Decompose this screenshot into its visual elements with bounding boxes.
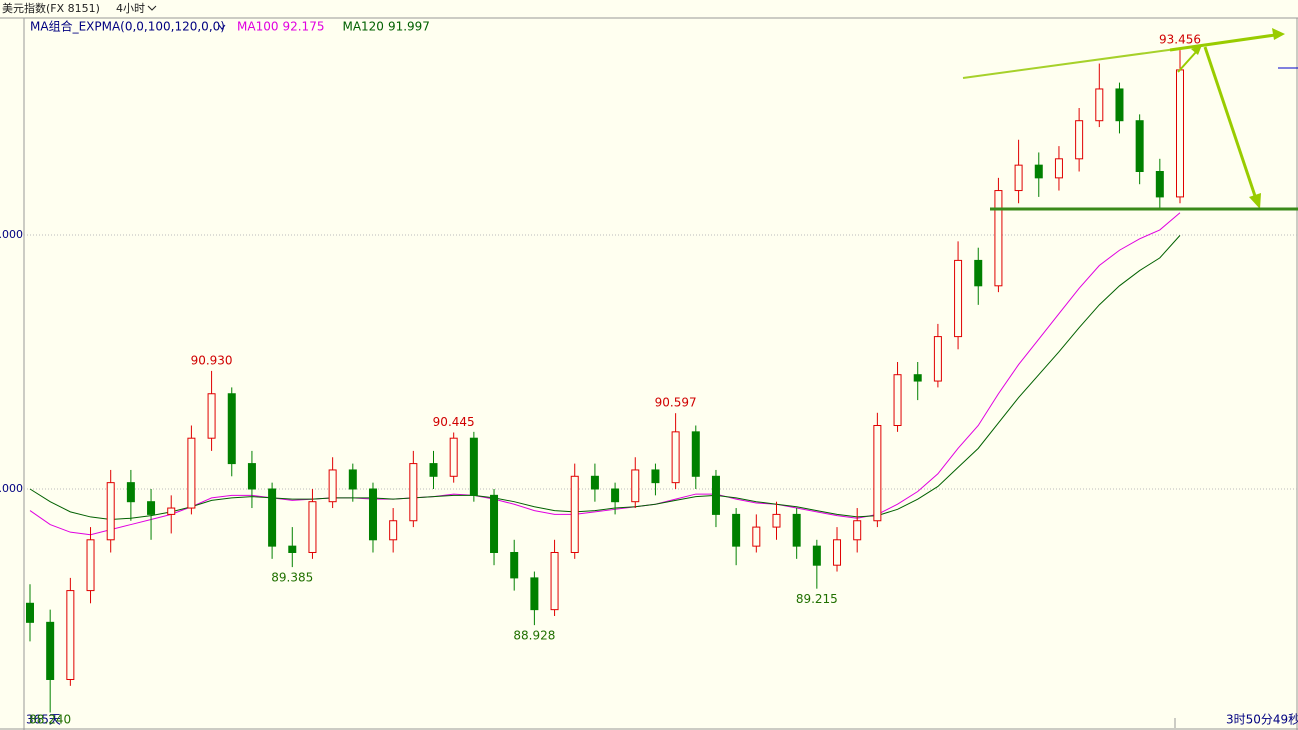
extreme-label: 90.445 — [433, 415, 475, 429]
period-dropdown[interactable] — [147, 5, 157, 11]
timer: 3时50分49秒 — [1226, 713, 1298, 727]
candle-body — [469, 437, 478, 496]
extreme-label: 90.597 — [655, 396, 697, 410]
extreme-label: 90.930 — [191, 353, 233, 367]
legend-name: MA100 — [237, 20, 278, 34]
candle-body — [26, 602, 34, 623]
chart-title: 美元指数(FX 8151) — [2, 1, 100, 15]
candle-body — [792, 513, 801, 547]
candle-body — [1115, 88, 1124, 122]
plot: 90.000 92.000 88.240 90.930 89.385 90.445 88.9… — [0, 33, 1297, 727]
candle-body — [1054, 158, 1063, 179]
candle-body — [126, 482, 135, 503]
candle-body — [167, 507, 176, 515]
trend-arrow — [1177, 51, 1197, 73]
candle-body — [268, 488, 277, 547]
extreme-label: 89.385 — [271, 571, 313, 585]
candle-body — [207, 393, 216, 439]
arrow-head — [1272, 28, 1285, 40]
candle-body — [1014, 164, 1023, 192]
candle-body — [732, 513, 741, 547]
candle-body — [429, 463, 438, 477]
header-bar — [0, 0, 1298, 18]
candle-body — [691, 431, 700, 477]
extreme-label: 89.215 — [796, 592, 838, 606]
candle-body — [974, 259, 983, 287]
candle-body — [590, 475, 599, 490]
trend-line — [962, 44, 1206, 79]
candle-body — [671, 431, 680, 484]
drawings — [962, 28, 1298, 728]
candle-body — [611, 488, 620, 503]
candle-body — [247, 463, 256, 490]
candle-body — [933, 336, 942, 382]
candle-body — [86, 539, 95, 592]
candle-body — [550, 551, 559, 611]
candle-body — [994, 190, 1003, 287]
candle-body — [449, 437, 458, 477]
legend-value: 92.175 — [282, 20, 324, 34]
candle-body — [409, 463, 418, 522]
candle-body — [308, 501, 317, 553]
candle-body — [187, 437, 196, 509]
candle-body — [893, 374, 902, 426]
candle-body — [1176, 69, 1184, 198]
legend-value: 91.997 — [388, 20, 430, 34]
extreme-label: 88.928 — [513, 629, 555, 643]
extreme-label: 93.456 — [1159, 33, 1201, 47]
trend-arrow — [1203, 46, 1257, 197]
candle-body — [631, 469, 640, 503]
candle-body — [328, 469, 337, 503]
legend-name: MA120 — [342, 20, 383, 34]
ma-line — [29, 235, 1181, 520]
candle-body — [954, 259, 963, 338]
candle-body — [490, 494, 499, 553]
indicator-dropdown[interactable] — [218, 24, 226, 30]
candle-body — [227, 393, 236, 465]
candle-body — [1034, 164, 1043, 179]
candle-body — [106, 482, 115, 541]
trend-arrow — [1169, 33, 1276, 52]
ma-line — [29, 212, 1181, 536]
candle-body — [288, 545, 297, 553]
candle-body — [853, 520, 862, 541]
y-tick-label: 90.000 — [0, 482, 23, 495]
candle-body — [913, 374, 922, 382]
y-tick-label: 92.000 — [0, 228, 23, 241]
candle-body — [812, 545, 821, 566]
candle-body — [389, 520, 398, 541]
candle-body — [530, 577, 539, 611]
period[interactable]: 4小时 — [116, 2, 145, 15]
arrow-head — [1191, 45, 1202, 55]
candle-body — [1155, 171, 1164, 198]
candle-body — [711, 475, 720, 515]
candle-body — [510, 551, 519, 579]
candle-body — [1095, 88, 1104, 122]
candle-body — [147, 501, 156, 515]
range-label: 365天 — [26, 713, 61, 727]
candle-body — [368, 488, 377, 541]
candle-body — [752, 526, 761, 547]
arrow-head — [1249, 193, 1261, 209]
extreme-label: 88.240 — [29, 713, 71, 727]
candle-body — [46, 621, 55, 680]
indicator-label[interactable]: MA组合_EXPMA(0,0,100,120,0,0) — [30, 19, 225, 34]
candle-body — [873, 424, 882, 522]
candle-body — [66, 590, 75, 680]
candle-body — [348, 469, 357, 490]
candle-body — [833, 539, 842, 566]
candle-body — [772, 513, 781, 528]
candle-body — [1075, 120, 1084, 160]
candle-body — [570, 475, 579, 553]
candle-body — [651, 469, 660, 484]
candle-body — [1135, 120, 1144, 173]
